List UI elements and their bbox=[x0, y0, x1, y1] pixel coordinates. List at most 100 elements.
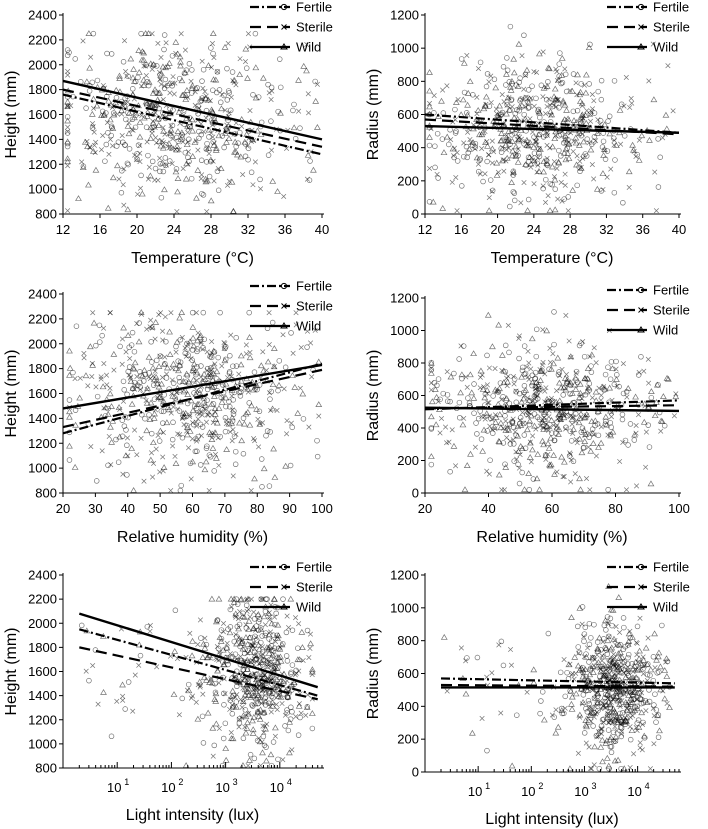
scatter-point-triangle bbox=[548, 111, 556, 118]
scatter-point-circle bbox=[270, 739, 277, 745]
y-tick-label: 600 bbox=[397, 388, 419, 403]
scatter-point-cross bbox=[195, 641, 201, 647]
scatter-point-triangle bbox=[178, 309, 186, 316]
scatter-point-circle bbox=[162, 155, 169, 161]
x-tick-label: 10 bbox=[627, 784, 641, 799]
scatter-point-cross bbox=[517, 417, 523, 423]
scatter-point-circle bbox=[591, 139, 597, 145]
scatter-point-triangle bbox=[239, 762, 247, 768]
scatter-point-triangle bbox=[245, 617, 253, 624]
scatter-point-circle bbox=[470, 92, 476, 98]
scatter-point-triangle bbox=[630, 146, 637, 153]
scatter-point-circle bbox=[603, 627, 609, 633]
scatter-point-cross bbox=[224, 182, 231, 188]
scatter-point-cross bbox=[589, 162, 595, 168]
scatter-point-circle bbox=[480, 178, 486, 185]
scatter-point-circle bbox=[484, 71, 491, 77]
scatter-point-cross bbox=[268, 677, 274, 683]
scatter-point-circle bbox=[598, 96, 605, 103]
scatter-point-cross bbox=[586, 140, 592, 146]
scatter-point-circle bbox=[511, 441, 517, 447]
scatter-point-circle bbox=[149, 158, 156, 165]
scatter-point-circle bbox=[104, 50, 110, 57]
scatter-point-triangle bbox=[582, 653, 590, 660]
scatter-point-cross bbox=[85, 383, 91, 389]
y-tick-label: 1800 bbox=[28, 361, 57, 376]
scatter-point-cross bbox=[611, 137, 617, 143]
scatter-point-cross bbox=[479, 146, 485, 152]
x-tick-label: 20 bbox=[130, 222, 144, 237]
scatter-point-triangle bbox=[250, 672, 257, 679]
scatter-point-cross bbox=[83, 668, 89, 674]
scatter-point-cross bbox=[156, 312, 162, 318]
scatter-point-cross bbox=[216, 462, 222, 468]
scatter-point-triangle bbox=[259, 749, 266, 756]
scatter-point-triangle bbox=[426, 103, 433, 110]
scatter-point-cross bbox=[231, 79, 237, 85]
scatter-point-circle bbox=[188, 175, 195, 182]
scatter-point-circle bbox=[204, 443, 210, 449]
scatter-point-circle bbox=[615, 659, 621, 666]
y-tick-label: 1200 bbox=[390, 8, 419, 23]
scatter-point-circle bbox=[537, 710, 543, 717]
scatter-point-circle bbox=[268, 693, 275, 700]
scatter-point-circle bbox=[168, 145, 174, 151]
scatter-point-cross bbox=[634, 727, 640, 734]
scatter-point-triangle bbox=[106, 390, 114, 397]
scatter-point-triangle bbox=[108, 438, 116, 445]
scatter-point-cross bbox=[531, 103, 537, 109]
scatter-point-circle bbox=[275, 108, 281, 115]
scatter-point-triangle bbox=[160, 464, 168, 470]
scatter-point-cross bbox=[613, 643, 619, 649]
scatter-point-circle bbox=[185, 681, 192, 688]
scatter-point-triangle bbox=[257, 706, 264, 713]
scatter-point-triangle bbox=[567, 379, 575, 386]
scatter-point-triangle bbox=[552, 729, 560, 736]
legend-marker-cross bbox=[281, 24, 287, 30]
scatter-point-circle bbox=[129, 116, 136, 123]
scatter-point-circle bbox=[605, 727, 612, 733]
scatter-point-circle bbox=[137, 369, 143, 375]
scatter-point-cross bbox=[65, 124, 71, 130]
scatter-point-cross bbox=[580, 131, 586, 137]
scatter-point-circle bbox=[630, 696, 636, 703]
scatter-point-circle bbox=[144, 623, 151, 630]
scatter-point-circle bbox=[170, 419, 176, 426]
scatter-point-triangle bbox=[528, 335, 536, 342]
scatter-point-cross bbox=[266, 90, 272, 96]
scatter-point-triangle bbox=[145, 353, 153, 360]
scatter-point-triangle bbox=[427, 369, 435, 376]
scatter-point-circle bbox=[186, 136, 192, 143]
scatter-point-cross bbox=[525, 348, 531, 354]
scatter-point-triangle bbox=[124, 122, 132, 129]
scatter-point-triangle bbox=[189, 127, 196, 134]
scatter-point-triangle bbox=[615, 594, 623, 600]
scatter-point-circle bbox=[282, 364, 289, 371]
scatter-point-triangle bbox=[609, 428, 617, 435]
scatter-point-cross bbox=[528, 366, 534, 372]
scatter-point-cross bbox=[280, 332, 286, 338]
scatter-point-triangle bbox=[165, 406, 173, 413]
scatter-point-triangle bbox=[440, 633, 448, 640]
scatter-point-cross bbox=[489, 160, 495, 166]
scatter-point-circle bbox=[561, 710, 567, 717]
scatter-point-circle bbox=[179, 695, 185, 702]
scatter-point-triangle bbox=[162, 64, 170, 71]
scatter-point-triangle bbox=[563, 138, 571, 145]
scatter-point-triangle bbox=[458, 371, 466, 378]
scatter-point-cross bbox=[620, 439, 626, 445]
y-tick-label: 1000 bbox=[390, 323, 419, 338]
scatter-point-cross bbox=[200, 691, 206, 697]
scatter-point-cross bbox=[300, 657, 306, 664]
scatter-point-triangle bbox=[214, 667, 221, 674]
scatter-point-circle bbox=[510, 189, 517, 195]
scatter-point-cross bbox=[580, 155, 586, 161]
scatter-point-circle bbox=[500, 394, 506, 400]
scatter-point-triangle bbox=[521, 486, 528, 493]
scatter-point-triangle bbox=[193, 194, 200, 201]
scatter-point-cross bbox=[455, 97, 461, 103]
scatter-point-triangle bbox=[160, 127, 167, 134]
scatter-point-cross bbox=[440, 87, 446, 93]
scatter-point-triangle bbox=[146, 172, 154, 179]
scatter-point-triangle bbox=[598, 662, 606, 669]
